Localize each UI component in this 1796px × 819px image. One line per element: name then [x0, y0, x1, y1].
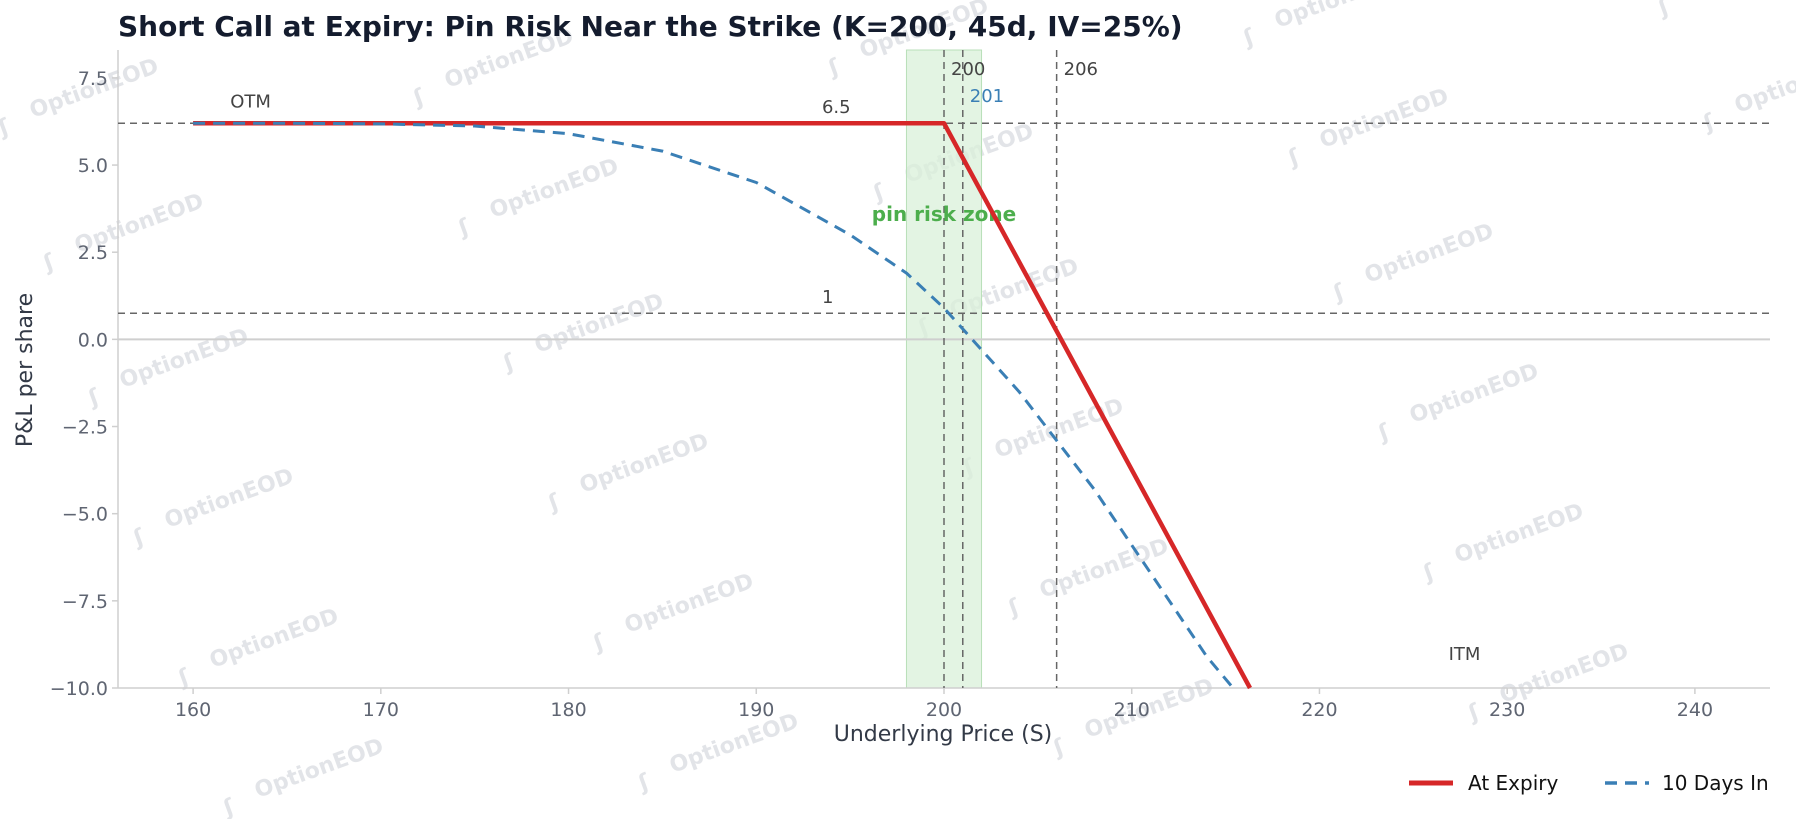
- watermark-logo-icon-3-3: ʃ: [1375, 419, 1394, 446]
- axis-ticks: 160 170 180 190 200 210 220 230 240 7.5 5.0 2.5 0.0 −…: [50, 68, 1713, 721]
- x-tick-label-230: 230: [1489, 699, 1525, 721]
- watermark-1-1: OptionEOD: [486, 154, 622, 224]
- y-tick-label-3: 0.0: [78, 329, 108, 351]
- x-tick-label-200: 200: [926, 699, 962, 721]
- watermark-4-0: OptionEOD: [206, 604, 342, 674]
- legend-label-at-expiry: At Expiry: [1468, 771, 1558, 795]
- watermark-3-3: OptionEOD: [1406, 359, 1542, 429]
- watermark-logo-icon-2-1: ʃ: [500, 349, 519, 376]
- annotation-otm: OTM: [230, 92, 271, 113]
- watermark-0-4: OptionEOD: [1686, 0, 1796, 4]
- watermark-logo-icon-4-1: ʃ: [590, 629, 609, 656]
- annotation-itm: ITM: [1449, 644, 1481, 665]
- watermark-5-1: OptionEOD: [666, 709, 802, 779]
- x-tick-label-240: 240: [1677, 699, 1713, 721]
- hline-label-1: 1: [822, 287, 833, 308]
- y-tick-label-6: −7.5: [62, 591, 108, 613]
- watermark-3-1: OptionEOD: [576, 429, 712, 499]
- x-tick-label-160: 160: [175, 699, 211, 721]
- y-tick-label-0: 7.5: [78, 68, 108, 90]
- watermark-logo-icon-0-4: ʃ: [1655, 0, 1674, 22]
- watermark-logo-icon-0-0: ʃ: [0, 114, 14, 141]
- watermark-2-1: OptionEOD: [531, 289, 667, 359]
- x-tick-label-180: 180: [550, 699, 586, 721]
- watermark-2-3: OptionEOD: [1361, 219, 1497, 289]
- watermark-logo-icon-5-2: ʃ: [1050, 734, 1069, 761]
- watermark-logo-icon-1-0: ʃ: [40, 249, 59, 276]
- watermark-logo-icon-4-3: ʃ: [1420, 559, 1439, 586]
- vline-label-2: 206: [1064, 59, 1098, 80]
- watermark-1-3: OptionEOD: [1316, 84, 1452, 154]
- series-line-at-expiry: [193, 120, 1252, 690]
- y-tick-label-5: −5.0: [62, 504, 108, 526]
- x-tick-label-220: 220: [1301, 699, 1337, 721]
- vline-label-1: 201: [970, 86, 1004, 107]
- watermark-logo-icon-0-2: ʃ: [825, 54, 844, 81]
- x-tick-label-170: 170: [363, 699, 399, 721]
- chart-title: Short Call at Expiry: Pin Risk Near the …: [118, 10, 1183, 43]
- watermark-logo-icon-2-0: ʃ: [85, 384, 104, 411]
- y-tick-label-2: 2.5: [78, 242, 108, 264]
- vline-label-0: 200: [951, 59, 985, 80]
- watermark-logo-icon-3-0: ʃ: [130, 524, 149, 551]
- watermark-logo-icon-5-0: ʃ: [220, 794, 239, 819]
- watermark-3-0: OptionEOD: [161, 464, 297, 534]
- watermark-logo-icon-2-3: ʃ: [1330, 279, 1349, 306]
- series-line-10-days-in: [193, 121, 1235, 689]
- watermark-logo-icon-4-2: ʃ: [1005, 594, 1024, 621]
- watermark-logo-icon-5-3: ʃ: [1465, 699, 1484, 726]
- watermark-4-1: OptionEOD: [621, 569, 757, 639]
- y-axis-label: P&L per share: [13, 293, 38, 447]
- watermark-3-2: OptionEOD: [991, 394, 1127, 464]
- hline-label-0: 6.5: [822, 97, 851, 118]
- watermark-2-0: OptionEOD: [116, 324, 252, 394]
- watermark-1-4: OptionEOD: [1731, 49, 1796, 119]
- x-axis-label: Underlying Price (S): [834, 722, 1053, 747]
- watermark-logo-icon-1-3: ʃ: [1285, 144, 1304, 171]
- y-tick-label-4: −2.5: [62, 417, 108, 439]
- y-tick-label-7: −10.0: [50, 678, 108, 700]
- legend: At Expiry 10 Days In: [1409, 771, 1769, 795]
- y-tick-label-1: 5.0: [78, 155, 108, 177]
- watermark-5-0: OptionEOD: [251, 734, 387, 804]
- x-tick-label-210: 210: [1114, 699, 1150, 721]
- legend-label-10-days-in: 10 Days In: [1662, 771, 1769, 795]
- watermark-logo-icon-1-1: ʃ: [455, 214, 474, 241]
- watermark-logo-icon-3-1: ʃ: [545, 489, 564, 516]
- watermark-0-3: OptionEOD: [1271, 0, 1407, 34]
- watermark-logo-icon-0-1: ʃ: [410, 84, 429, 111]
- watermark-logo-icon-0-3: ʃ: [1240, 24, 1259, 51]
- watermark-logo-icon-5-1: ʃ: [635, 769, 654, 796]
- x-tick-label-190: 190: [738, 699, 774, 721]
- watermark-4-3: OptionEOD: [1451, 499, 1587, 569]
